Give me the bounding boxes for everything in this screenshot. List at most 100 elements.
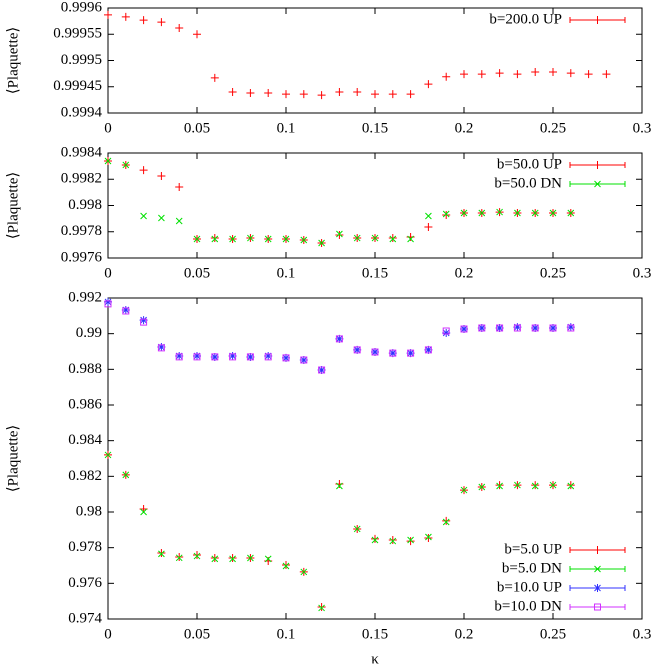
x-tick-label: 0.25 [540,265,566,281]
data-point [442,327,450,335]
data-point [139,316,148,325]
y-tick-label: 0.9996 [61,0,103,15]
legend-label: b=10.0 DN [494,598,562,614]
data-point [353,345,362,354]
data-point [425,533,432,541]
data-point [229,555,236,563]
x-axis-label: κ [371,651,379,667]
data-point [157,171,166,180]
data-point [175,552,184,561]
legend-sample [569,180,626,188]
data-point [317,91,326,100]
data-point [139,166,148,175]
data-point [175,554,183,562]
data-point [549,68,557,77]
data-point [104,300,112,308]
data-point [157,343,166,352]
legend-label: b=200.0 UP [489,11,562,27]
data-point [460,325,468,333]
data-point [175,351,184,360]
data-point [424,345,433,354]
data-point [531,324,539,332]
data-point [460,486,468,494]
x-tick-label: 0 [104,626,112,642]
data-point [353,346,361,354]
data-point [104,10,112,19]
data-point [175,217,183,225]
data-point [282,90,290,99]
data-point [389,235,397,243]
data-point [175,353,183,361]
data-point [388,535,397,544]
data-point [531,482,539,490]
data-point [193,353,201,361]
data-point [389,349,397,357]
data-point [389,537,397,545]
data-point [567,482,575,490]
data-point [282,562,290,570]
data-point [139,16,148,25]
data-point [104,451,112,459]
data-point [513,323,522,332]
y-tick-label: 0.99945 [53,78,102,94]
data-point [478,483,486,491]
data-point [193,351,201,360]
data-point [229,353,237,361]
data-point [388,234,397,243]
x-tick-label: 0.05 [184,265,210,281]
data-point [193,30,201,39]
data-point [104,297,112,306]
data-point [210,353,219,362]
data-point [210,73,219,82]
data-point [335,480,344,489]
data-point [158,550,165,558]
x-tick-label: 0.15 [362,120,388,136]
data-point [157,549,166,558]
legend-label: b=10.0 UP [497,579,562,595]
data-point [388,90,397,99]
y-axis-label: ⟨Plaquette⟩ [5,27,21,95]
x-tick-label: 0.2 [455,265,474,281]
data-point [121,305,130,314]
data-point [246,89,255,98]
x-tick-label: 0.3 [633,626,652,642]
legend-sample [569,603,626,611]
data-point [478,209,486,217]
x-tick-label: 0.15 [362,265,388,281]
data-point [264,235,272,243]
data-point [424,80,433,89]
data-point [122,161,130,169]
data-point [158,214,165,222]
y-tick-label: 0.98 [76,503,102,519]
y-tick-label: 0.9995 [61,52,102,68]
data-point [246,353,255,362]
legend-label: b=50.0 UP [497,156,562,172]
data-point [514,481,521,489]
y-tick-label: 0.9978 [61,223,102,239]
data-point [299,356,308,365]
data-point [210,554,219,563]
data-point [549,323,557,332]
data-point [531,323,540,332]
y-axis-label: ⟨Plaquette⟩ [5,172,21,240]
data-point [353,525,361,533]
data-point [442,328,451,337]
x-tick-label: 0.05 [184,120,210,136]
data-point [513,324,521,332]
y-tick-label: 0.9982 [61,171,102,187]
data-point [264,555,272,563]
x-tick-label: 0.3 [633,120,652,136]
x-tick-label: 0 [104,265,112,281]
data-point [477,323,486,332]
y-tick-label: 0.9976 [61,249,103,265]
data-point [335,88,344,96]
data-point [566,323,575,332]
data-point [175,23,184,32]
data-point [264,89,273,98]
data-point [211,353,219,361]
x-tick-label: 0.1 [277,626,296,642]
data-point [496,324,504,332]
legend-sample [569,565,626,573]
data-point [353,88,362,96]
